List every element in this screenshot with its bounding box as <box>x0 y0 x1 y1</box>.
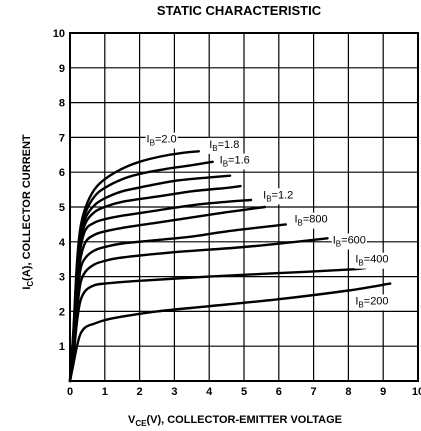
y-tick-label: 7 <box>59 132 65 144</box>
curve-label: IB=400 <box>355 254 388 268</box>
curve-label: IB=200 <box>355 295 388 309</box>
x-tick-label: 1 <box>102 386 108 398</box>
curve-label-backdrop <box>208 137 241 154</box>
curve-4 <box>68 198 253 383</box>
curve-label-backdrop <box>354 294 390 311</box>
curve-label: IB=1.2 <box>263 189 293 203</box>
x-tick-label: 6 <box>276 386 282 398</box>
curve-label-backdrop <box>145 132 178 149</box>
curve-label-backdrop <box>331 233 367 250</box>
x-tick-label: 5 <box>241 386 247 398</box>
x-axis-label: VCE(V), COLLECTOR-EMITTER VOLTAGE <box>128 414 342 428</box>
curve-5 <box>68 205 267 383</box>
curve-label-backdrop <box>293 212 329 229</box>
curve-label: IB=2.0 <box>147 134 177 148</box>
x-tick-label: 7 <box>311 386 317 398</box>
chart-title: STATIC CHARACTERISTIC <box>157 3 322 18</box>
curve-label: IB=1.8 <box>209 139 239 153</box>
y-tick-labels: 1 2 3 4 5 6 7 8 9 10 <box>53 28 66 353</box>
grid <box>70 33 418 381</box>
y-tick-label: 8 <box>59 98 65 110</box>
plot-frame <box>69 32 419 382</box>
y-tick-label: 3 <box>59 272 65 284</box>
curve-3 <box>68 184 242 383</box>
curve-label: IB=800 <box>294 214 327 228</box>
curve-labels: IB=2.0 IB=1.8 IB=1.6 IB=1.2IB=800 IB=600 IB=4… <box>145 132 390 311</box>
curve-label-backdrop <box>262 188 295 205</box>
x-tick-label: 9 <box>380 386 386 398</box>
curve-label: IB=600 <box>333 235 366 249</box>
y-tick-label: 2 <box>59 306 65 318</box>
curve-8 <box>68 266 367 383</box>
curve-label-backdrop <box>218 153 251 170</box>
x-tick-label: 3 <box>171 386 177 398</box>
x-tick-label: 0 <box>67 386 73 398</box>
x-tick-label: 8 <box>345 386 351 398</box>
x-tick-label: 2 <box>137 386 143 398</box>
curves <box>68 150 392 383</box>
y-axis-label: IC(A), COLLECTOR CURRENT <box>21 134 35 290</box>
curve-9 <box>68 282 392 383</box>
y-tick-label: 4 <box>59 237 66 249</box>
y-tick-label: 10 <box>53 28 65 40</box>
curve-label-backdrop <box>354 252 390 269</box>
x-tick-labels: 0 1 2 3 4 5 6 7 8 9 10 <box>67 386 421 398</box>
y-tick-label: 1 <box>59 341 65 353</box>
curve-7 <box>68 237 329 383</box>
curve-label: IB=1.6 <box>220 155 250 169</box>
y-tick-label: 9 <box>59 63 65 75</box>
y-tick-label: 6 <box>59 167 65 179</box>
x-tick-label: 4 <box>206 386 213 398</box>
y-tick-label: 5 <box>59 202 65 214</box>
x-tick-label: 10 <box>412 386 421 398</box>
